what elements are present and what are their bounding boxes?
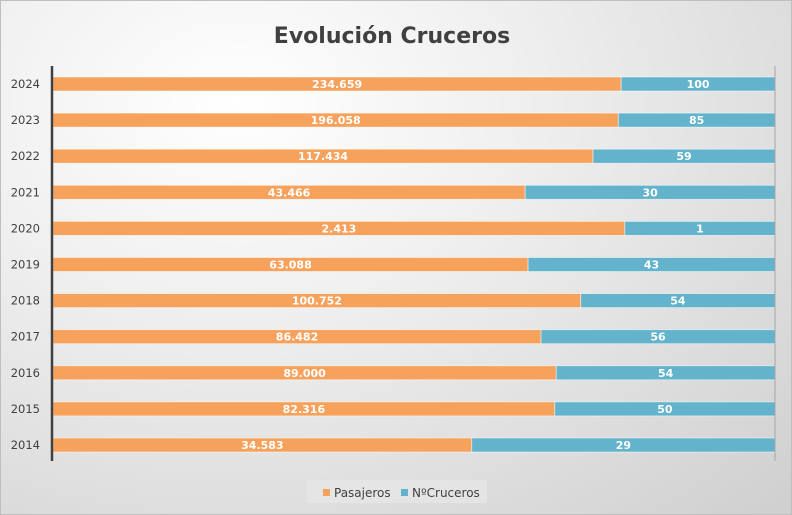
data-label-pasajeros-2019: 63.088 — [269, 259, 311, 272]
legend: Pasajeros NºCruceros — [307, 480, 487, 503]
data-label-pasajeros-2014: 34.583 — [241, 439, 283, 452]
y-tick-label: 2014 — [11, 438, 40, 452]
data-label-pasajeros-2023: 196.058 — [311, 114, 361, 127]
y-tick-label: 2021 — [11, 185, 40, 199]
legend-swatch-nrocruceros — [401, 489, 408, 496]
data-label-nrocruceros-2016: 54 — [658, 367, 674, 380]
legend-label-nrocruceros: NºCruceros — [412, 486, 480, 500]
data-label-nrocruceros-2024: 100 — [687, 78, 710, 91]
data-label-nrocruceros-2014: 29 — [616, 439, 631, 452]
data-label-nrocruceros-2017: 56 — [650, 331, 666, 344]
data-label-nrocruceros-2020: 1 — [696, 222, 704, 235]
y-tick-label: 2018 — [11, 294, 40, 308]
data-label-pasajeros-2016: 89.000 — [283, 367, 326, 380]
legend-label-pasajeros: Pasajeros — [334, 486, 391, 500]
data-label-nrocruceros-2015: 50 — [657, 403, 673, 416]
y-tick-label: 2024 — [11, 77, 40, 91]
y-tick-label: 2017 — [11, 330, 40, 344]
data-label-nrocruceros-2023: 85 — [689, 114, 704, 127]
y-tick-label: 2020 — [11, 221, 40, 235]
y-tick-label: 2022 — [11, 149, 40, 163]
data-label-pasajeros-2018: 100.752 — [292, 295, 342, 308]
y-tick-label: 2015 — [11, 402, 40, 416]
data-label-nrocruceros-2019: 43 — [644, 259, 659, 272]
data-label-nrocruceros-2018: 54 — [670, 295, 686, 308]
y-tick-label: 2023 — [11, 113, 40, 127]
y-tick-label: 2016 — [11, 366, 40, 380]
bars-group: 2024 234.659 100 2023 196.058 85 2022 117.434 59… — [11, 76, 776, 453]
legend-box — [307, 480, 487, 503]
y-tick-label: 2019 — [11, 258, 40, 272]
data-label-nrocruceros-2022: 59 — [676, 150, 691, 163]
chart-title: Evolución Cruceros — [274, 24, 510, 49]
data-label-pasajeros-2020: 2.413 — [322, 222, 357, 235]
data-label-pasajeros-2022: 117.434 — [298, 150, 348, 163]
data-label-nrocruceros-2021: 30 — [642, 186, 658, 199]
data-label-pasajeros-2021: 43.466 — [268, 186, 311, 199]
data-label-pasajeros-2017: 86.482 — [276, 331, 318, 344]
legend-swatch-pasajeros — [323, 489, 330, 496]
data-label-pasajeros-2024: 234.659 — [312, 78, 362, 91]
data-label-pasajeros-2015: 82.316 — [283, 403, 326, 416]
